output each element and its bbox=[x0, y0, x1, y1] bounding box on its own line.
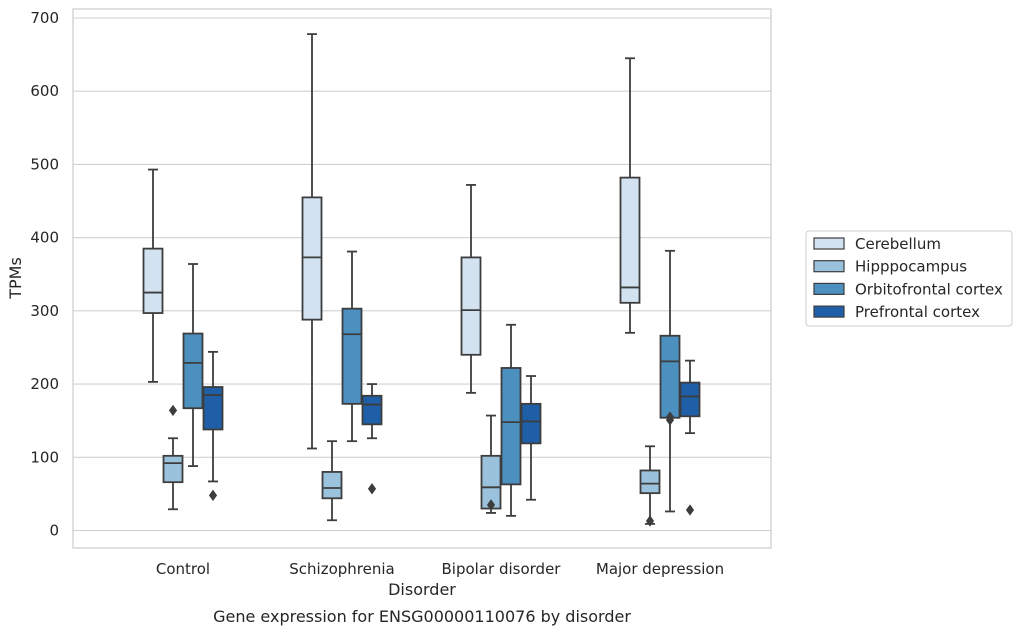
legend-label: Prefrontal cortex bbox=[855, 303, 980, 321]
outlier-point bbox=[367, 483, 377, 495]
outlier-point bbox=[486, 499, 496, 511]
iqr-box bbox=[301, 196, 323, 321]
y-axis-ticks: 0 100 200 300 400 500 600 700 bbox=[30, 9, 59, 540]
outlier-point bbox=[645, 515, 655, 527]
iqr-box bbox=[520, 402, 542, 445]
outlier-point bbox=[685, 504, 695, 516]
iqr-box bbox=[619, 176, 641, 304]
legend-swatch bbox=[813, 282, 845, 295]
box-cerebellum bbox=[460, 184, 482, 394]
plot-area: 0 100 200 300 400 500 600 700 Control Schizophre… bbox=[30, 8, 772, 578]
legend-item: Orbitofrontal cortex bbox=[813, 280, 1003, 298]
box-cerebellum bbox=[142, 168, 164, 383]
box-orbitofrontal-cortex bbox=[659, 249, 681, 513]
box-orbitofrontal-cortex bbox=[500, 323, 522, 517]
x-tick-label: Major depression bbox=[596, 560, 724, 578]
y-axis-title: TPMs bbox=[6, 257, 25, 300]
iqr-box bbox=[162, 454, 184, 484]
x-tick-label: Schizophrenia bbox=[289, 560, 394, 578]
y-tick-label: 600 bbox=[30, 82, 59, 100]
y-tick-label: 100 bbox=[30, 448, 59, 466]
y-tick-label: 200 bbox=[30, 375, 59, 393]
x-tick-label: Bipolar disorder bbox=[442, 560, 562, 578]
legend-item: Cerebellum bbox=[813, 235, 941, 253]
legend-items: Cerebellum Hipppocampus Orbitofrontal cort… bbox=[813, 235, 1003, 321]
box-prefrontal-cortex bbox=[202, 350, 224, 502]
box-orbitofrontal-cortex bbox=[182, 263, 204, 467]
legend-item: Hipppocampus bbox=[813, 258, 967, 276]
x-axis-title: Disorder bbox=[388, 580, 456, 599]
outlier-point bbox=[168, 404, 178, 417]
legend-item: Prefrontal cortex bbox=[813, 303, 980, 321]
legend-label: Cerebellum bbox=[855, 235, 941, 253]
legend-frame bbox=[805, 230, 1013, 327]
chart-caption: Gene expression for ENSG00000110076 by d… bbox=[213, 607, 631, 626]
iqr-box bbox=[341, 307, 363, 405]
x-axis-ticks: Control Schizophrenia Bipolar disorder Majo… bbox=[156, 560, 724, 578]
legend-label: Orbitofrontal cortex bbox=[855, 280, 1003, 298]
iqr-box bbox=[202, 386, 224, 431]
outlier-point bbox=[665, 411, 675, 423]
box-hipppocampus bbox=[480, 414, 502, 514]
y-tick-label: 500 bbox=[30, 155, 59, 173]
boxes bbox=[142, 33, 701, 527]
plot-frame bbox=[72, 8, 772, 549]
legend-swatch bbox=[813, 305, 845, 318]
y-tick-label: 400 bbox=[30, 229, 59, 247]
legend-label: Hipppocampus bbox=[855, 258, 967, 276]
iqr-box bbox=[361, 394, 383, 426]
gridlines bbox=[73, 17, 771, 532]
box-cerebellum bbox=[619, 57, 641, 334]
iqr-box bbox=[639, 469, 661, 495]
y-tick-label: 0 bbox=[49, 522, 59, 540]
box-prefrontal-cortex bbox=[361, 383, 383, 495]
box-prefrontal-cortex bbox=[520, 375, 542, 501]
box-hipppocampus bbox=[321, 440, 343, 522]
legend-swatch bbox=[813, 260, 845, 273]
iqr-box bbox=[679, 381, 701, 418]
legend: Cerebellum Hipppocampus Orbitofrontal cort… bbox=[805, 230, 1013, 327]
iqr-box bbox=[460, 256, 482, 356]
iqr-box bbox=[182, 332, 204, 410]
iqr-box bbox=[142, 247, 164, 314]
outlier-point bbox=[208, 489, 218, 502]
x-tick-label: Control bbox=[156, 560, 210, 578]
box-prefrontal-cortex bbox=[679, 359, 701, 516]
box-hipppocampus bbox=[162, 404, 184, 511]
iqr-box bbox=[321, 471, 343, 500]
legend-swatch bbox=[813, 237, 845, 250]
iqr-box bbox=[659, 334, 681, 419]
y-tick-label: 700 bbox=[30, 9, 59, 27]
box-orbitofrontal-cortex bbox=[341, 250, 363, 443]
box-cerebellum bbox=[301, 33, 323, 450]
box-hipppocampus bbox=[639, 445, 661, 527]
iqr-box bbox=[500, 367, 522, 486]
y-tick-label: 300 bbox=[30, 302, 59, 320]
